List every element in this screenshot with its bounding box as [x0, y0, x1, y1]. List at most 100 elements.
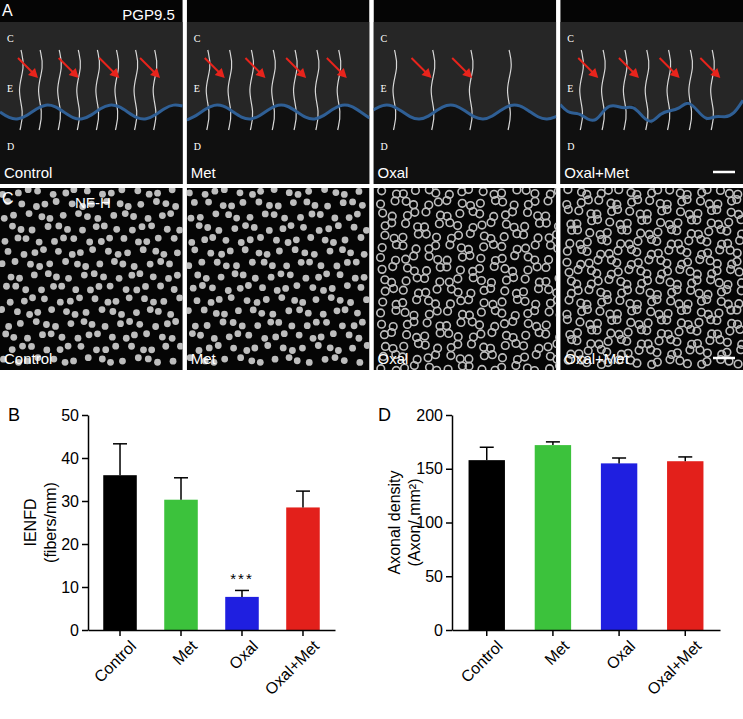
axon	[727, 266, 735, 274]
axon	[244, 297, 251, 304]
axon	[351, 224, 358, 231]
axon	[5, 323, 12, 330]
axon	[86, 239, 93, 246]
axon	[388, 219, 396, 227]
axon	[684, 258, 692, 266]
tick-label: 150	[416, 460, 443, 477]
axon	[19, 343, 26, 350]
axon	[299, 345, 306, 352]
axon	[261, 259, 268, 266]
axon	[363, 296, 369, 303]
axon	[256, 250, 263, 257]
image-background	[0, 0, 183, 184]
axon	[457, 266, 465, 274]
condition-label: Met	[191, 164, 217, 181]
axon	[162, 200, 169, 207]
axon	[306, 259, 313, 266]
axon	[646, 289, 654, 297]
axon	[626, 207, 634, 215]
axon	[584, 306, 592, 314]
axon	[546, 365, 554, 370]
axon	[604, 296, 612, 304]
axon	[467, 230, 475, 238]
tick-label: 50	[61, 407, 79, 424]
axon	[76, 294, 83, 301]
nerve-fiber	[602, 50, 606, 130]
axon	[26, 210, 33, 217]
axon	[436, 278, 444, 286]
layer-label: D	[194, 141, 201, 152]
axon	[544, 343, 552, 351]
axon	[159, 212, 166, 219]
axon	[392, 367, 400, 370]
axon	[402, 277, 410, 285]
axon	[81, 272, 88, 279]
axon	[1, 215, 8, 222]
axon	[341, 357, 348, 364]
axon	[595, 196, 603, 204]
axon	[443, 263, 451, 271]
tick: Met	[169, 630, 200, 668]
axon	[46, 260, 53, 267]
axon	[432, 351, 440, 359]
axon	[65, 343, 72, 350]
axon	[675, 328, 683, 336]
axon	[645, 256, 653, 264]
axon	[466, 252, 474, 260]
axon	[169, 335, 176, 342]
tick: 10	[61, 579, 88, 596]
panel-letter: A	[2, 2, 13, 19]
axon	[84, 213, 91, 220]
axon	[447, 300, 455, 308]
axon	[520, 342, 528, 350]
error-cap	[480, 447, 494, 449]
axon	[133, 309, 140, 316]
error-bar	[618, 458, 620, 463]
tick: 150	[416, 460, 452, 477]
axon	[644, 319, 652, 327]
nerve-fiber	[469, 50, 473, 130]
axon	[157, 283, 164, 290]
axon	[628, 307, 636, 315]
axon	[310, 335, 317, 342]
axon	[237, 189, 244, 196]
axon	[93, 223, 100, 230]
axon	[696, 346, 704, 354]
axon	[135, 354, 142, 361]
axon	[47, 215, 54, 222]
axon	[733, 258, 741, 266]
axon	[422, 289, 430, 297]
axon	[215, 227, 222, 234]
axon	[446, 219, 454, 227]
image-background	[374, 0, 557, 184]
basement-membrane	[0, 105, 183, 119]
axon	[0, 260, 5, 267]
axon	[521, 353, 529, 361]
axon	[126, 294, 133, 301]
axon	[737, 216, 743, 224]
error-bar	[302, 491, 304, 507]
axon	[574, 287, 582, 295]
axon	[273, 237, 280, 244]
axon	[274, 287, 281, 294]
axon	[283, 262, 290, 269]
axon	[9, 223, 16, 230]
axon	[695, 290, 703, 298]
nerve-fiber	[153, 50, 157, 130]
axon	[468, 318, 476, 326]
tick-label: 50	[425, 568, 443, 585]
axon	[255, 199, 262, 206]
axon	[574, 226, 582, 234]
axon	[738, 279, 743, 287]
axon	[119, 261, 126, 268]
axon	[352, 275, 359, 282]
axon	[220, 319, 227, 326]
axon	[686, 346, 694, 354]
axon	[377, 200, 385, 208]
axon	[633, 359, 641, 367]
axon	[465, 188, 473, 193]
condition-label: Control	[4, 164, 52, 181]
axon	[257, 359, 264, 366]
axon	[325, 225, 332, 232]
axon	[204, 322, 211, 329]
